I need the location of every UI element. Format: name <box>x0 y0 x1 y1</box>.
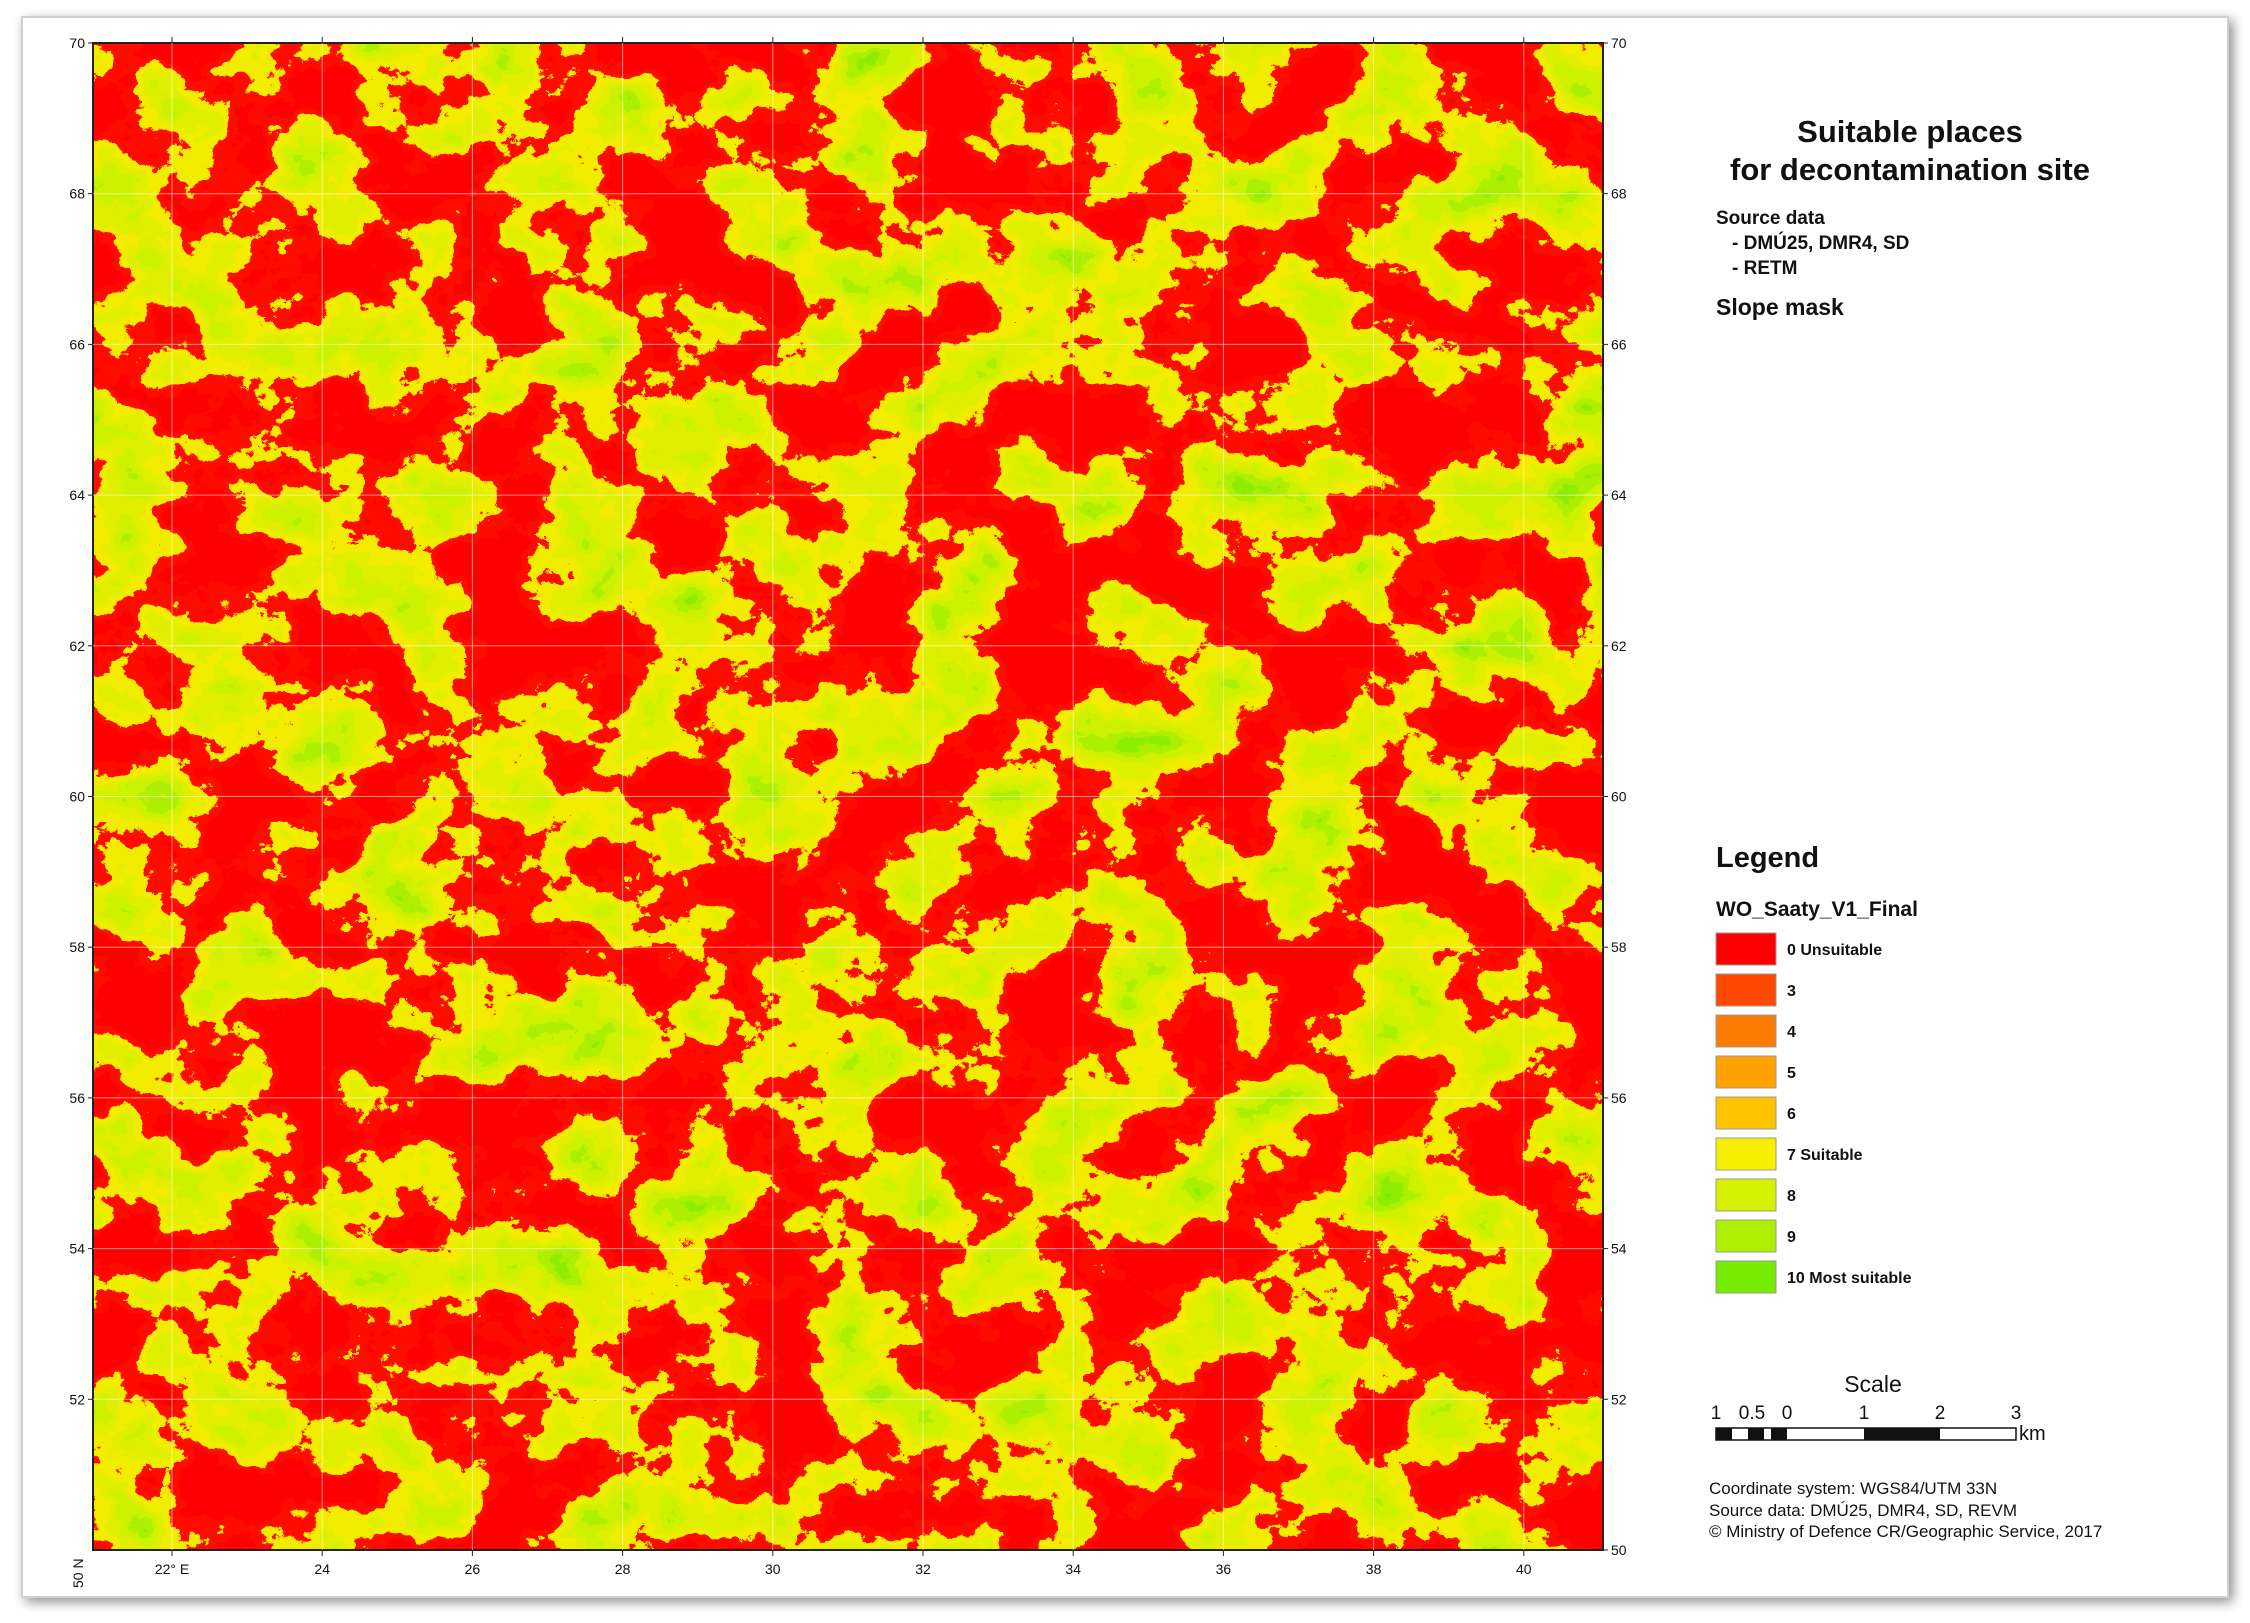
footer: Coordinate system: WGS84/UTM 33N Source … <box>1709 1479 2102 1541</box>
corner-label: 50 N <box>70 1558 86 1588</box>
legend: Legend WO_Saaty_V1_Final 0 Unsuitable 3 4 5… <box>1715 842 1918 1294</box>
scale-label: 0 <box>1782 1403 1793 1424</box>
scale-unit: km <box>2019 1423 2046 1445</box>
right-tick-label: 70 <box>1611 35 1627 51</box>
legend-swatch <box>1715 1137 1777 1171</box>
right-tick-label: 54 <box>1611 1241 1627 1257</box>
bottom-tick-label: 34 <box>1065 1561 1081 1577</box>
bottom-tick-label: 26 <box>465 1561 481 1577</box>
right-tick-label: 66 <box>1611 336 1627 352</box>
legend-label: 4 <box>1787 1024 1796 1041</box>
scale-label: 3 <box>2011 1403 2022 1424</box>
legend-swatch <box>1715 1055 1777 1089</box>
right-tick-label: 62 <box>1611 638 1627 654</box>
left-tick-label: 54 <box>69 1241 85 1257</box>
legend-label: 0 Unsuitable <box>1787 942 1882 959</box>
left-tick-label: 58 <box>69 939 85 955</box>
left-tick-label: 64 <box>69 487 85 503</box>
source-item: - DMÚ25, DMR4, SD <box>1732 232 1909 254</box>
footer-line: © Ministry of Defence CR/Geographic Serv… <box>1709 1522 2102 1541</box>
legend-label: 7 Suitable <box>1787 1147 1863 1164</box>
left-tick-label: 70 <box>69 35 85 51</box>
scale-label: 0.5 <box>1739 1403 1765 1424</box>
legend-swatch <box>1715 1260 1777 1294</box>
legend-swatch <box>1715 1014 1777 1048</box>
left-tick-label: 52 <box>69 1391 85 1407</box>
right-tick-label: 60 <box>1611 789 1627 805</box>
right-tick-label: 68 <box>1611 186 1627 202</box>
legend-swatch <box>1715 973 1777 1007</box>
source-item: - RETM <box>1732 258 1797 279</box>
right-tick-label: 58 <box>1611 939 1627 955</box>
legend-label: 5 <box>1787 1065 1796 1082</box>
source-heading: Source data <box>1716 208 1825 229</box>
scale-bar: Scale km 1 0.5 0 1 2 3 <box>1711 1371 2046 1445</box>
scale-label: 1 <box>1711 1403 1722 1424</box>
left-tick-label: 68 <box>69 186 85 202</box>
legend-swatch <box>1715 932 1777 966</box>
tick-labels: 70 68 66 64 62 60 58 56 54 52 50 N 70 68 66 64 62 60 58 56… <box>69 35 1626 1588</box>
title-line: for decontamination site <box>1730 152 2090 187</box>
grid <box>88 37 1608 1556</box>
title-line: Suitable places <box>1797 114 2023 149</box>
bottom-tick-label: 36 <box>1216 1561 1232 1577</box>
right-tick-label: 56 <box>1611 1090 1627 1106</box>
right-tick-label: 64 <box>1611 487 1627 503</box>
bottom-tick-label: 22° E <box>155 1561 189 1577</box>
scale-label: 2 <box>1935 1403 1946 1424</box>
bottom-tick-label: 40 <box>1516 1561 1532 1577</box>
footer-line: Source data: DMÚ25, DMR4, SD, REVM <box>1709 1501 2017 1520</box>
scale-segment <box>1716 1428 1732 1440</box>
right-tick-label: 50 <box>1611 1542 1627 1558</box>
legend-label: 6 <box>1787 1106 1796 1123</box>
title-block: Suitable places for decontamination site… <box>1716 114 2090 320</box>
left-tick-label: 56 <box>69 1090 85 1106</box>
legend-label: 8 <box>1787 1188 1796 1205</box>
bottom-tick-label: 38 <box>1366 1561 1382 1577</box>
legend-label: 9 <box>1787 1229 1796 1246</box>
left-tick-label: 66 <box>69 336 85 352</box>
footer-line: Coordinate system: WGS84/UTM 33N <box>1709 1479 1997 1498</box>
left-tick-label: 60 <box>69 789 85 805</box>
bottom-tick-label: 32 <box>915 1561 931 1577</box>
legend-label: 10 Most suitable <box>1787 1270 1912 1287</box>
scale-segment <box>1771 1428 1787 1440</box>
bottom-tick-label: 30 <box>765 1561 781 1577</box>
scale-segment <box>1864 1428 1940 1440</box>
right-tick-label: 52 <box>1611 1391 1627 1407</box>
legend-swatch <box>1715 1096 1777 1130</box>
legend-title: Legend <box>1716 842 1819 874</box>
legend-swatch <box>1715 1219 1777 1253</box>
scale-label: 1 <box>1859 1403 1870 1424</box>
scale-title: Scale <box>1844 1371 1902 1397</box>
bottom-tick-label: 24 <box>314 1561 330 1577</box>
legend-swatch <box>1715 1178 1777 1212</box>
scale-segment <box>1748 1428 1764 1440</box>
bottom-tick-label: 28 <box>615 1561 631 1577</box>
mask-note: Slope mask <box>1716 294 1844 320</box>
left-tick-label: 62 <box>69 638 85 654</box>
legend-layer: WO_Saaty_V1_Final <box>1716 898 1918 921</box>
legend-label: 3 <box>1787 983 1796 1000</box>
